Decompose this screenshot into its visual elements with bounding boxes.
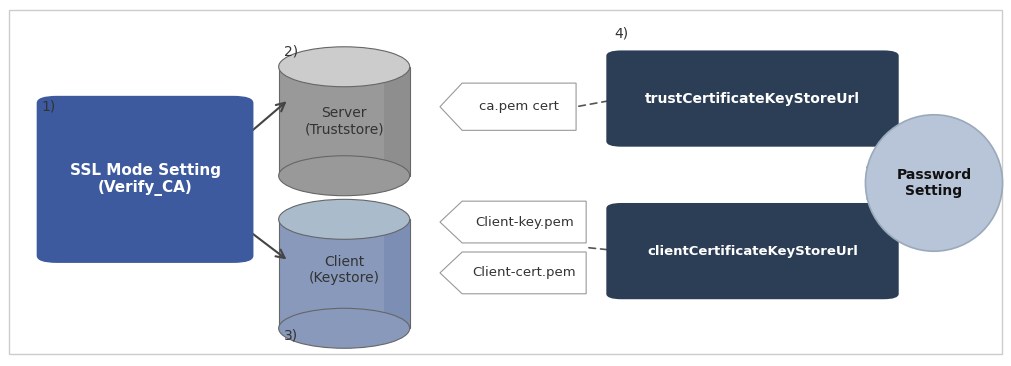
Polygon shape bbox=[440, 252, 586, 294]
Text: Client-cert.pem: Client-cert.pem bbox=[472, 266, 576, 279]
Ellipse shape bbox=[279, 199, 409, 239]
Text: 3): 3) bbox=[284, 328, 298, 342]
Text: 2): 2) bbox=[284, 45, 298, 59]
Ellipse shape bbox=[279, 308, 409, 348]
FancyBboxPatch shape bbox=[9, 11, 1002, 354]
Polygon shape bbox=[383, 219, 409, 328]
Text: Password
Setting: Password Setting bbox=[897, 168, 972, 198]
Polygon shape bbox=[383, 67, 409, 176]
Text: Server
(Truststore): Server (Truststore) bbox=[304, 106, 384, 137]
Text: 4): 4) bbox=[615, 27, 629, 41]
Ellipse shape bbox=[279, 47, 409, 87]
Text: Client
(Keystore): Client (Keystore) bbox=[308, 255, 380, 285]
FancyBboxPatch shape bbox=[607, 51, 899, 147]
Ellipse shape bbox=[279, 156, 409, 196]
Polygon shape bbox=[279, 67, 409, 176]
Text: clientCertificateKeyStoreUrl: clientCertificateKeyStoreUrl bbox=[647, 244, 858, 258]
Polygon shape bbox=[279, 219, 409, 328]
Text: Client-key.pem: Client-key.pem bbox=[475, 216, 573, 228]
Polygon shape bbox=[440, 83, 576, 130]
FancyBboxPatch shape bbox=[36, 96, 254, 263]
Text: trustCertificateKeyStoreUrl: trustCertificateKeyStoreUrl bbox=[645, 92, 860, 105]
Ellipse shape bbox=[865, 115, 1003, 251]
Text: ca.pem cert: ca.pem cert bbox=[479, 100, 559, 113]
Text: 1): 1) bbox=[41, 99, 56, 113]
FancyBboxPatch shape bbox=[607, 203, 899, 299]
Text: SSL Mode Setting
(Verify_CA): SSL Mode Setting (Verify_CA) bbox=[70, 163, 220, 196]
Polygon shape bbox=[440, 201, 586, 243]
